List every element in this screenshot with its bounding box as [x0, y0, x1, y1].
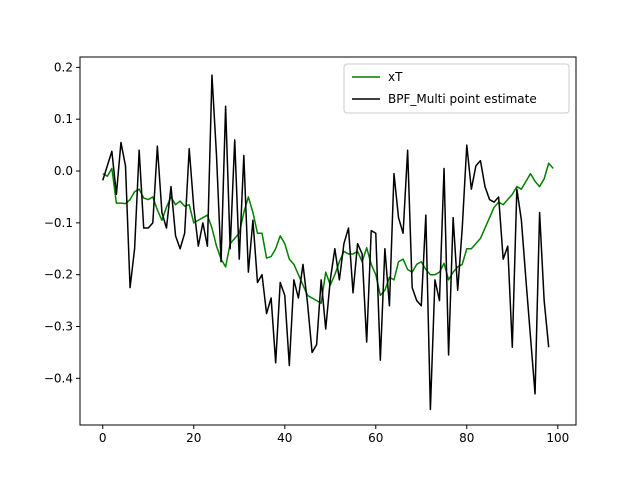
x-tick-label: 20 [186, 431, 201, 445]
legend-box [343, 63, 570, 114]
y-tick-label: 0.1 [54, 112, 73, 126]
axes: 0 20 40 60 80 100 −0.4 −0.3 −0.2 −0.1 0.0 0.1 0.2 [44, 56, 577, 445]
legend: xT BPF_Multi point estimate [343, 63, 570, 114]
legend-label: BPF_Multi point estimate [388, 92, 537, 106]
y-tick-label: −0.1 [44, 216, 73, 230]
series-line-bpf-multi-point-estimate [102, 74, 550, 411]
series-line-xT [102, 162, 554, 304]
y-tick-label: 0.2 [54, 60, 73, 74]
y-tick-label: −0.3 [44, 320, 73, 334]
y-tick-label: 0.0 [54, 164, 73, 178]
legend-label: xT [388, 70, 403, 84]
axes-frame [79, 56, 577, 426]
x-tick-label: 0 [99, 431, 107, 445]
x-tick-label: 40 [277, 431, 292, 445]
x-tick-label: 80 [459, 431, 474, 445]
y-tick-label: −0.4 [44, 371, 73, 385]
x-tick-label: 100 [546, 431, 569, 445]
plot-area [102, 74, 554, 411]
y-tick-label: −0.2 [44, 268, 73, 282]
x-tick-label: 60 [368, 431, 383, 445]
